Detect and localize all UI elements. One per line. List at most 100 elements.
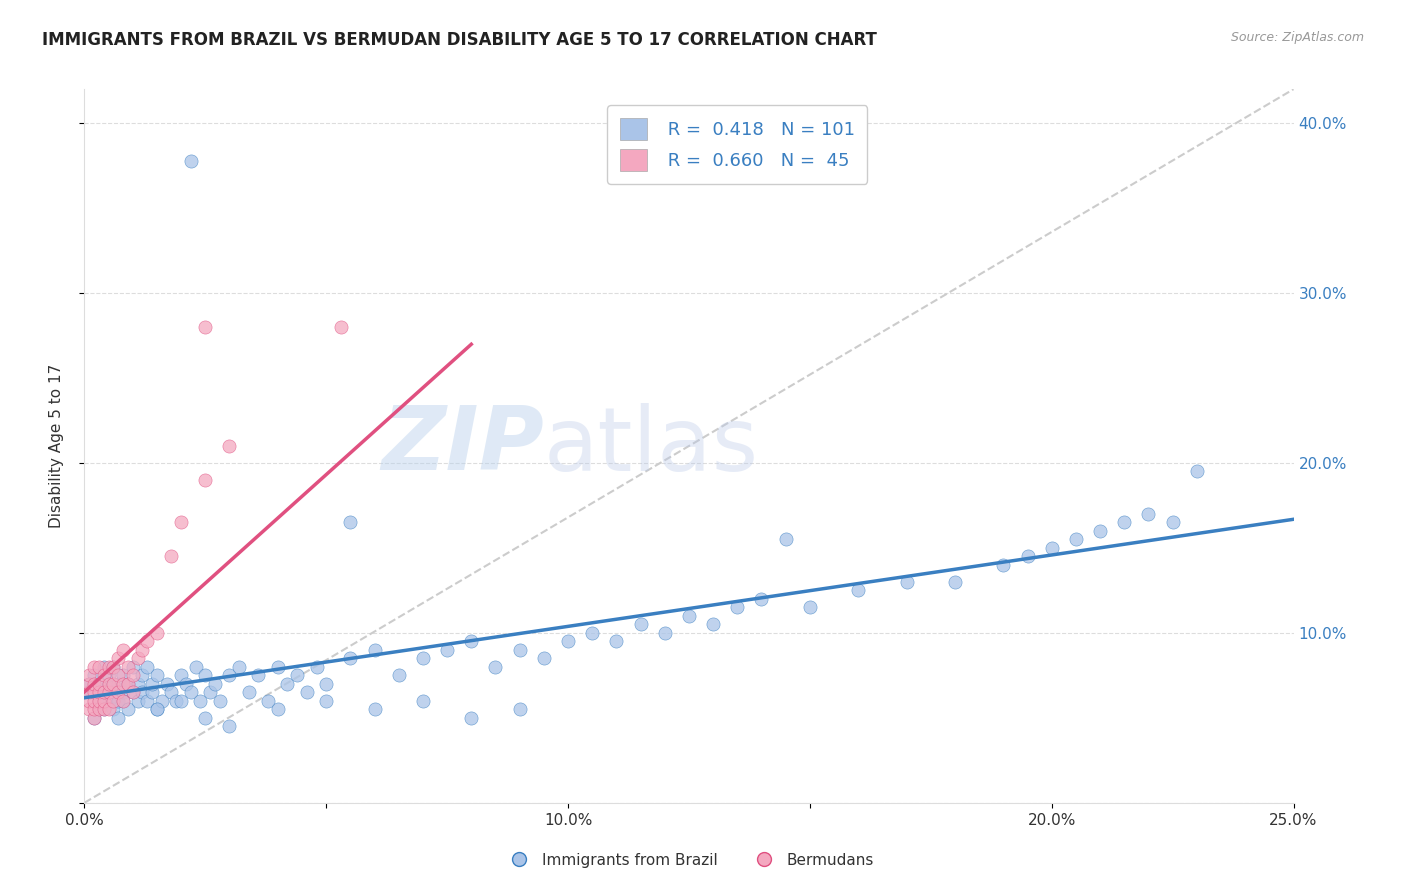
Point (509, 643, 531, 657)
Point (103, 660, 125, 674)
Point (184, 660, 207, 674)
Point (557, 634, 579, 648)
Point (141, 685, 163, 699)
Point (247, 668, 270, 682)
Legend: Immigrants from Brazil, Bermudans: Immigrants from Brazil, Bermudans (498, 847, 880, 873)
Point (315, 694, 337, 708)
Point (218, 719, 240, 733)
Point (83, 711, 105, 725)
Point (77, 668, 100, 682)
Point (131, 685, 153, 699)
Point (117, 677, 139, 691)
Point (93, 694, 115, 708)
Point (654, 626, 676, 640)
Point (1185, 465, 1208, 479)
Point (1114, 516, 1136, 530)
Point (194, 668, 217, 682)
Point (257, 694, 280, 708)
Point (112, 677, 135, 691)
Point (533, 651, 555, 665)
Point (581, 626, 603, 640)
Point (315, 677, 337, 691)
Point (83, 660, 105, 674)
Point (77, 677, 100, 691)
Point (77, 685, 100, 699)
Point (117, 677, 139, 691)
Point (702, 617, 724, 632)
Point (107, 668, 129, 682)
Point (112, 643, 135, 657)
Point (460, 634, 482, 648)
Point (131, 668, 153, 682)
Point (146, 702, 169, 716)
Point (751, 591, 773, 606)
Point (112, 694, 135, 708)
Point (170, 668, 193, 682)
Point (295, 685, 318, 699)
Point (93, 702, 115, 716)
Point (103, 702, 125, 716)
Point (141, 677, 163, 691)
Point (1088, 524, 1111, 538)
Point (93, 660, 115, 674)
Point (484, 660, 506, 674)
Point (107, 677, 129, 691)
Point (127, 694, 149, 708)
Point (678, 608, 700, 623)
Point (107, 711, 129, 725)
Point (117, 702, 139, 716)
Point (77, 694, 100, 708)
Point (103, 660, 125, 674)
Point (1137, 507, 1160, 521)
Y-axis label: Disability Age 5 to 17: Disability Age 5 to 17 (49, 364, 63, 528)
Point (267, 660, 290, 674)
Point (112, 668, 135, 682)
Point (103, 677, 125, 691)
Point (799, 600, 821, 615)
Point (218, 668, 240, 682)
Point (136, 694, 159, 708)
Point (97, 660, 120, 674)
Point (630, 617, 652, 632)
Point (150, 694, 173, 708)
Point (305, 660, 328, 674)
Point (127, 651, 149, 665)
Text: Source: ZipAtlas.com: Source: ZipAtlas.com (1230, 31, 1364, 45)
Point (83, 694, 105, 708)
Point (97, 677, 120, 691)
Point (412, 651, 434, 665)
Point (436, 643, 458, 657)
Point (267, 702, 290, 716)
Point (160, 549, 183, 564)
Point (460, 711, 482, 725)
Point (725, 600, 748, 615)
Point (285, 668, 308, 682)
Point (194, 711, 217, 725)
Point (329, 320, 352, 334)
Point (121, 660, 143, 674)
Point (136, 634, 159, 648)
Point (208, 694, 231, 708)
Point (509, 702, 531, 716)
Point (97, 685, 120, 699)
Point (412, 694, 434, 708)
Point (131, 643, 153, 657)
Point (83, 677, 105, 691)
Point (87, 702, 110, 716)
Point (83, 685, 105, 699)
Point (107, 651, 129, 665)
Point (1017, 549, 1039, 564)
Point (87, 685, 110, 699)
Point (170, 694, 193, 708)
Point (605, 634, 627, 648)
Point (121, 685, 143, 699)
Point (87, 694, 110, 708)
Point (97, 677, 120, 691)
Point (238, 685, 260, 699)
Point (174, 677, 197, 691)
Point (93, 685, 115, 699)
Point (194, 473, 217, 487)
Point (155, 677, 177, 691)
Point (218, 439, 240, 453)
Point (943, 574, 966, 589)
